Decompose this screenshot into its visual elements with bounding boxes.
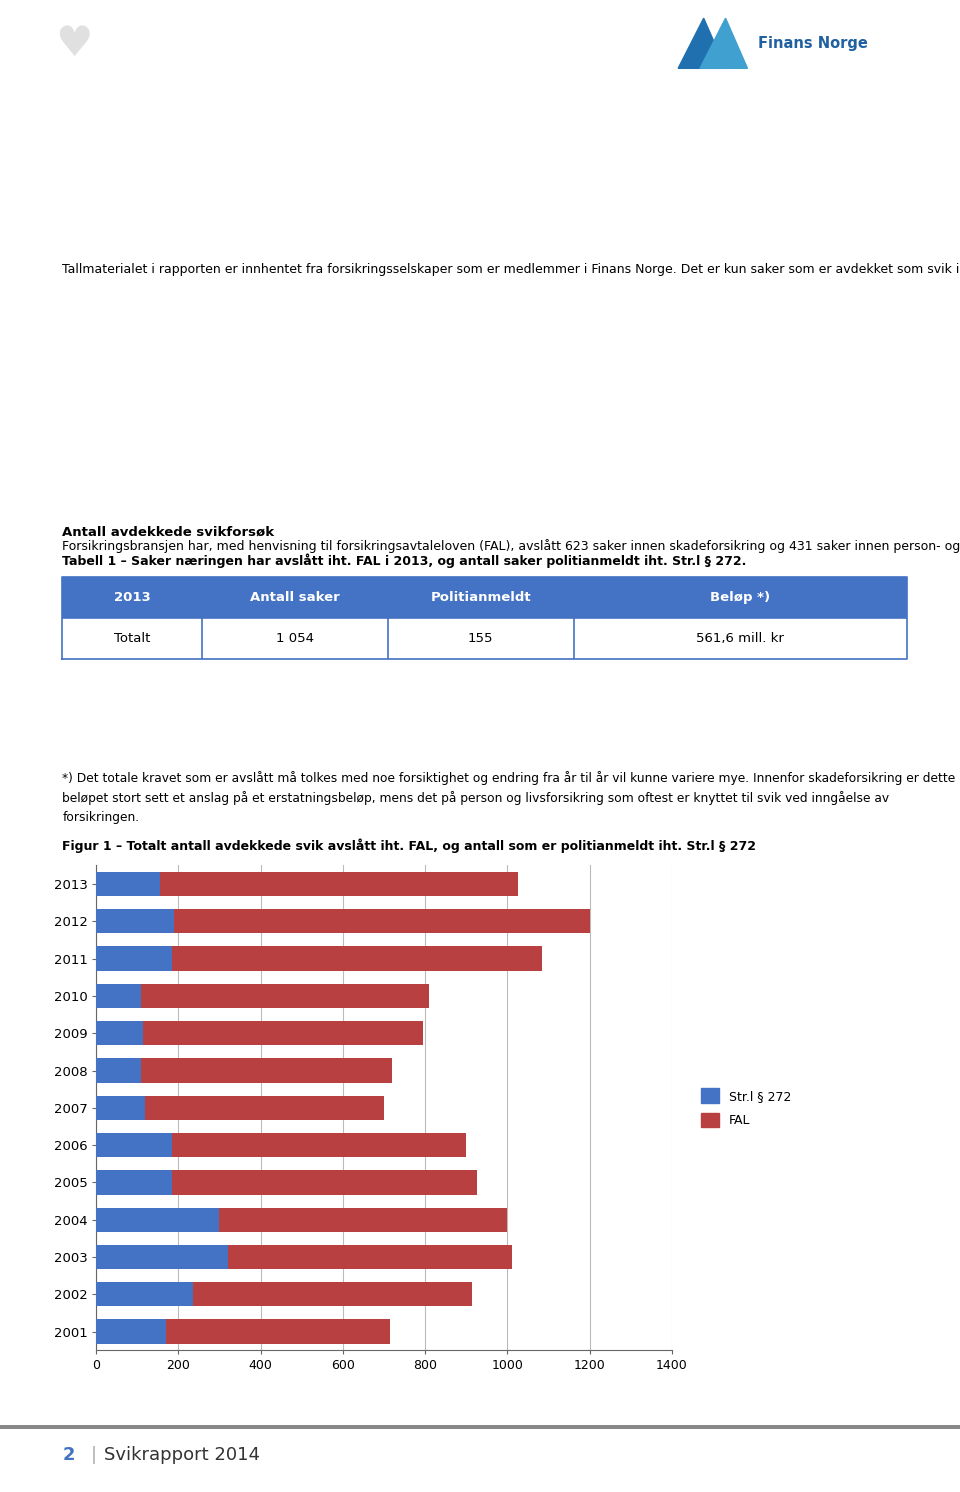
Text: Forsikringsbransjen har, med henvisning til forsikringsavtaleloven (FAL), avslåt: Forsikringsbransjen har, med henvisning …	[62, 539, 960, 552]
Polygon shape	[700, 18, 748, 69]
Bar	[220, 1207, 508, 1232]
Text: |: |	[91, 1446, 97, 1464]
Text: Tallmaterialet i rapporten er innhentet fra forsikringsselskaper som er medlemme: Tallmaterialet i rapporten er innhentet …	[62, 263, 960, 276]
Text: 561,6 mill. kr: 561,6 mill. kr	[696, 633, 784, 646]
Text: Totalt: Totalt	[114, 633, 151, 646]
Bar	[96, 1170, 172, 1195]
Bar	[62, 577, 907, 618]
Bar	[96, 1244, 228, 1270]
Bar	[172, 1170, 476, 1195]
Bar	[193, 1282, 472, 1307]
Bar	[96, 871, 159, 897]
Text: 2013: 2013	[113, 591, 151, 604]
Legend: Str.l § 272, FAL: Str.l § 272, FAL	[702, 1088, 791, 1128]
Bar	[143, 1021, 423, 1046]
Text: Tabell 1 – Saker næringen har avslått iht. FAL i 2013, og antall saker politianm: Tabell 1 – Saker næringen har avslått ih…	[62, 554, 747, 568]
Polygon shape	[678, 18, 726, 69]
Bar	[96, 1207, 220, 1232]
Bar	[172, 946, 542, 971]
Bar	[62, 618, 907, 659]
Bar	[172, 1132, 467, 1158]
Bar	[141, 983, 429, 1009]
Text: 155: 155	[468, 633, 493, 646]
Text: 2: 2	[62, 1446, 75, 1464]
Bar	[96, 1319, 166, 1344]
Text: Svikrapport 2014: Svikrapport 2014	[104, 1446, 259, 1464]
Text: *) Det totale kravet som er avslått må tolkes med noe forsiktighet og endring fr: *) Det totale kravet som er avslått må t…	[62, 771, 955, 824]
Bar	[159, 871, 517, 897]
Bar	[174, 909, 589, 934]
Bar	[96, 946, 172, 971]
Bar	[96, 1132, 172, 1158]
Bar	[96, 1095, 145, 1120]
Bar	[145, 1095, 384, 1120]
Text: Finans Norge: Finans Norge	[758, 36, 868, 51]
Text: Politianmeldt: Politianmeldt	[430, 591, 531, 604]
Text: ♥: ♥	[56, 22, 93, 66]
Text: Figur 1 – Totalt antall avdekkede svik avslått iht. FAL, og antall som er politi: Figur 1 – Totalt antall avdekkede svik a…	[62, 839, 756, 853]
Text: Beløp *): Beløp *)	[710, 591, 771, 604]
Bar	[96, 909, 174, 934]
Bar	[96, 1021, 143, 1046]
Bar	[96, 983, 141, 1009]
Bar	[166, 1319, 390, 1344]
Bar	[141, 1058, 393, 1083]
Text: Antall saker: Antall saker	[250, 591, 340, 604]
Bar	[228, 1244, 512, 1270]
Text: 1 054: 1 054	[276, 633, 314, 646]
Bar	[96, 1282, 193, 1307]
Text: Antall avdekkede svikforsøk: Antall avdekkede svikforsøk	[62, 525, 275, 539]
Bar	[96, 1058, 141, 1083]
